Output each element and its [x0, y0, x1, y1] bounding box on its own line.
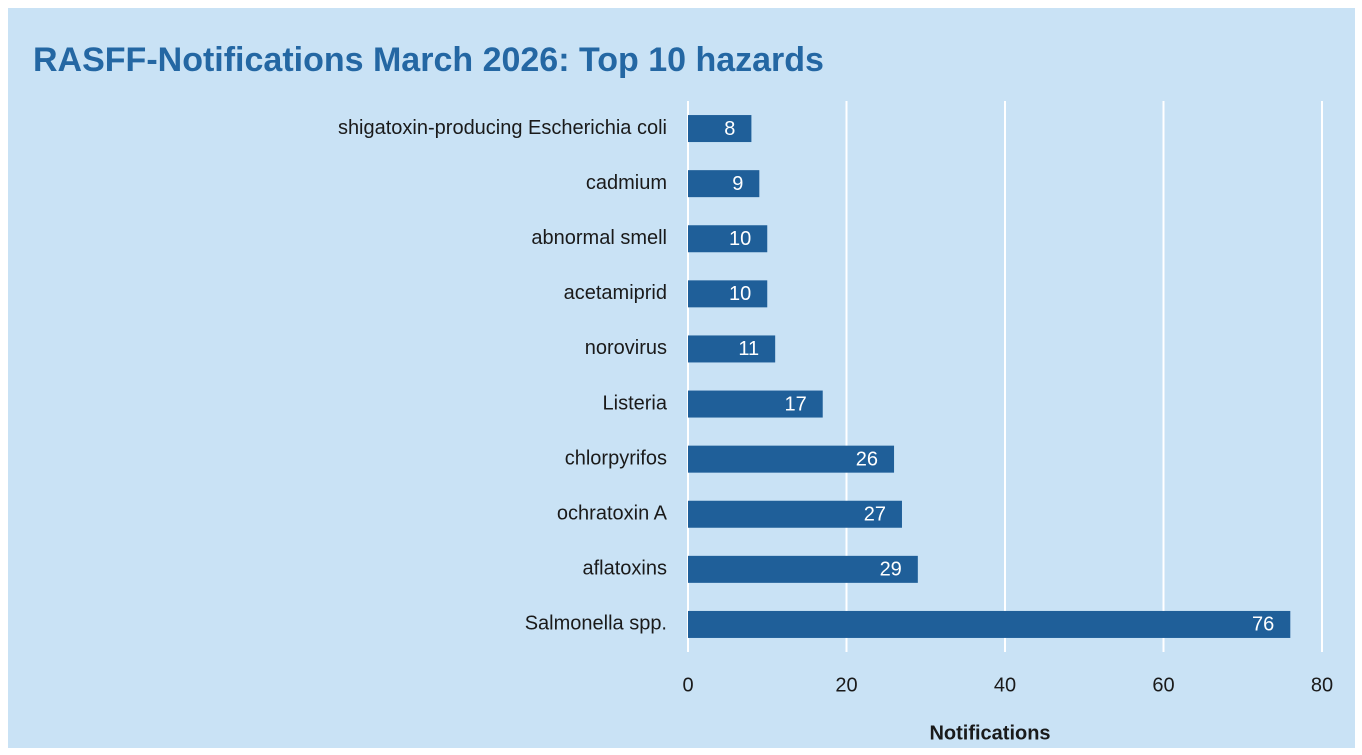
y-tick-label: shigatoxin-producing Escherichia coli	[338, 117, 667, 139]
bar	[688, 500, 902, 528]
data-label: 17	[784, 393, 806, 415]
chart-title: RASFF-Notifications March 2026: Top 10 h…	[33, 41, 824, 79]
data-label: 26	[856, 448, 878, 470]
x-tick-label: 60	[1152, 674, 1174, 696]
bar	[688, 390, 823, 418]
data-label: 76	[1252, 614, 1274, 636]
data-label: 9	[732, 173, 743, 195]
bar	[688, 610, 1291, 638]
bar	[688, 115, 752, 143]
x-tick-label: 20	[835, 674, 857, 696]
y-tick-label: cadmium	[586, 172, 667, 194]
x-tick-label: 40	[994, 674, 1016, 696]
data-label: 29	[880, 559, 902, 581]
data-label: 10	[729, 228, 751, 250]
y-tick-label: Salmonella spp.	[525, 613, 667, 635]
data-label: 10	[729, 283, 751, 305]
bar	[688, 445, 895, 473]
data-label: 27	[864, 504, 886, 526]
bar	[688, 170, 760, 198]
y-tick-label: aflatoxins	[583, 558, 668, 580]
data-label: 8	[724, 118, 735, 140]
bar	[688, 225, 768, 253]
bar	[688, 280, 768, 308]
y-tick-label: norovirus	[585, 337, 667, 359]
y-tick-label: chlorpyrifos	[565, 447, 667, 469]
x-tick-label: 80	[1311, 674, 1333, 696]
y-tick-label: Listeria	[603, 392, 668, 414]
data-label: 11	[738, 338, 759, 360]
x-tick-label: 0	[682, 674, 693, 696]
y-tick-label: acetamiprid	[564, 282, 667, 304]
y-tick-label: abnormal smell	[531, 227, 667, 249]
bar	[688, 335, 776, 363]
y-tick-label: ochratoxin A	[557, 503, 668, 525]
x-axis-label: Notifications	[929, 722, 1050, 744]
bar	[688, 555, 918, 583]
